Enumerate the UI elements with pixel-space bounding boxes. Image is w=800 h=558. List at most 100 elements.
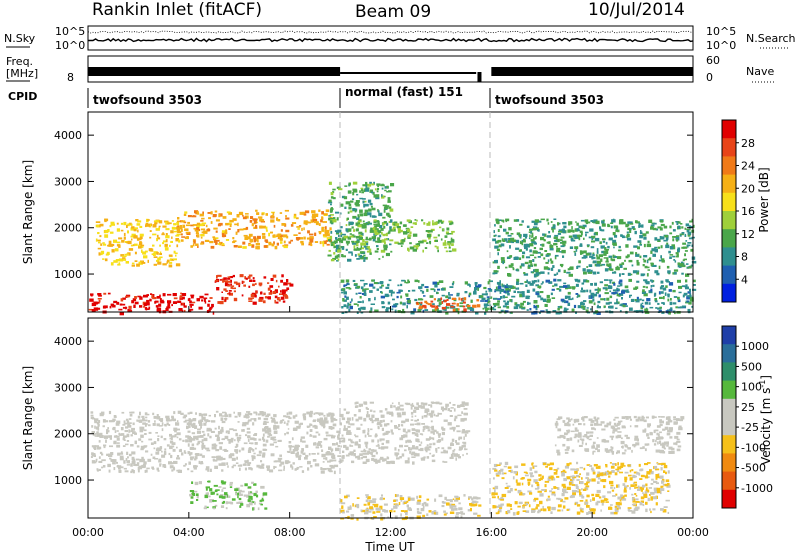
heatmap-cell xyxy=(502,261,504,264)
heatmap-cell xyxy=(171,435,175,437)
heatmap-cell xyxy=(382,256,384,258)
heatmap-cell xyxy=(195,453,199,456)
heatmap-cell xyxy=(494,270,498,273)
heatmap-cell xyxy=(173,449,176,452)
heatmap-cell xyxy=(383,205,387,207)
heatmap-cell xyxy=(599,226,601,229)
heatmap-cell xyxy=(506,232,509,235)
heatmap-cell xyxy=(158,449,161,451)
heatmap-cell xyxy=(154,448,156,450)
heatmap-cell xyxy=(466,453,468,455)
heatmap-cell xyxy=(509,265,513,268)
heatmap-cell xyxy=(639,299,641,301)
heatmap-cell xyxy=(265,296,267,298)
heatmap-cell xyxy=(552,285,554,287)
heatmap-cell xyxy=(650,492,655,495)
heatmap-cell xyxy=(341,292,343,294)
heatmap-cell xyxy=(388,302,391,305)
station-title: Rankin Inlet (fitACF) xyxy=(92,0,262,20)
heatmap-cell xyxy=(139,459,143,462)
heatmap-cell xyxy=(378,230,381,233)
heatmap-cell xyxy=(539,493,543,496)
heatmap-cell xyxy=(196,493,199,496)
heatmap-cell xyxy=(551,268,553,271)
heatmap-cell xyxy=(167,306,169,308)
heatmap-cell xyxy=(544,250,547,252)
heatmap-cell xyxy=(540,253,543,256)
heatmap-cell xyxy=(135,302,139,305)
heatmap-cell xyxy=(522,242,524,245)
heatmap-cell xyxy=(451,407,454,409)
heatmap-cell xyxy=(674,423,677,425)
heatmap-cell xyxy=(565,471,567,473)
heatmap-cell xyxy=(216,494,218,496)
heatmap-cell xyxy=(416,402,419,405)
heatmap-cell xyxy=(275,431,277,434)
heatmap-cell xyxy=(612,490,614,492)
heatmap-cell xyxy=(446,502,450,505)
heatmap-cell xyxy=(523,301,526,303)
heatmap-cell xyxy=(188,412,190,414)
heatmap-cell xyxy=(624,236,626,238)
heatmap-cell xyxy=(660,488,664,491)
heatmap-cell xyxy=(571,431,575,433)
heatmap-cell xyxy=(366,496,368,498)
heatmap-cell xyxy=(363,255,365,257)
heatmap-cell xyxy=(531,508,535,510)
heatmap-cell xyxy=(347,426,350,428)
heatmap-cell xyxy=(371,452,373,455)
heatmap-cell xyxy=(462,454,464,456)
heatmap-cell xyxy=(362,226,365,229)
heatmap-cell xyxy=(283,301,286,303)
heatmap-cell xyxy=(433,237,437,239)
heatmap-cell xyxy=(215,490,218,492)
heatmap-cell xyxy=(225,223,229,226)
heatmap-cell xyxy=(503,220,505,223)
heatmap-cell xyxy=(427,413,429,416)
heatmap-cell xyxy=(576,266,578,269)
heatmap-cell xyxy=(350,233,352,235)
heatmap-cell xyxy=(96,239,98,242)
heatmap-cell xyxy=(156,228,160,231)
heatmap-cell xyxy=(354,249,358,251)
heatmap-cell xyxy=(197,431,201,434)
heatmap-cell xyxy=(361,286,364,289)
heatmap-cell xyxy=(670,246,673,249)
heatmap-cell xyxy=(386,461,390,464)
heatmap-cell xyxy=(234,245,238,248)
heatmap-cell xyxy=(374,230,378,233)
heatmap-cell xyxy=(527,309,529,311)
heatmap-cell xyxy=(117,438,120,441)
heatmap-cell xyxy=(646,298,650,301)
heatmap-cell xyxy=(91,425,93,428)
heatmap-cell xyxy=(221,480,224,483)
heatmap-cell xyxy=(252,280,255,282)
heatmap-cell xyxy=(295,414,297,416)
heatmap-cell xyxy=(561,250,565,253)
heatmap-cell xyxy=(517,287,519,289)
heatmap-cell xyxy=(575,430,579,432)
heatmap-cell xyxy=(142,251,146,254)
heatmap-cell xyxy=(602,223,606,226)
heatmap-cell xyxy=(646,417,649,419)
heatmap-cell xyxy=(293,415,296,418)
heatmap-cell xyxy=(576,223,579,226)
heatmap-cell xyxy=(122,259,126,261)
heatmap-cell xyxy=(356,293,358,295)
heatmap-cell xyxy=(422,503,425,506)
heatmap-cell xyxy=(606,298,609,301)
heatmap-cell xyxy=(287,451,290,453)
heatmap-cell xyxy=(333,424,337,427)
heatmap-cell xyxy=(444,408,448,410)
heatmap-cell xyxy=(170,230,174,233)
heatmap-cell xyxy=(157,468,160,471)
heatmap-cell xyxy=(183,416,186,418)
heatmap-cell xyxy=(242,246,247,249)
heatmap-cell xyxy=(629,260,633,262)
heatmap-cell xyxy=(319,223,321,226)
heatmap-cell xyxy=(570,246,573,249)
heatmap-cell xyxy=(326,209,330,212)
heatmap-cell xyxy=(197,223,200,226)
heatmap-cell xyxy=(641,489,643,492)
heatmap-cell xyxy=(331,192,334,195)
